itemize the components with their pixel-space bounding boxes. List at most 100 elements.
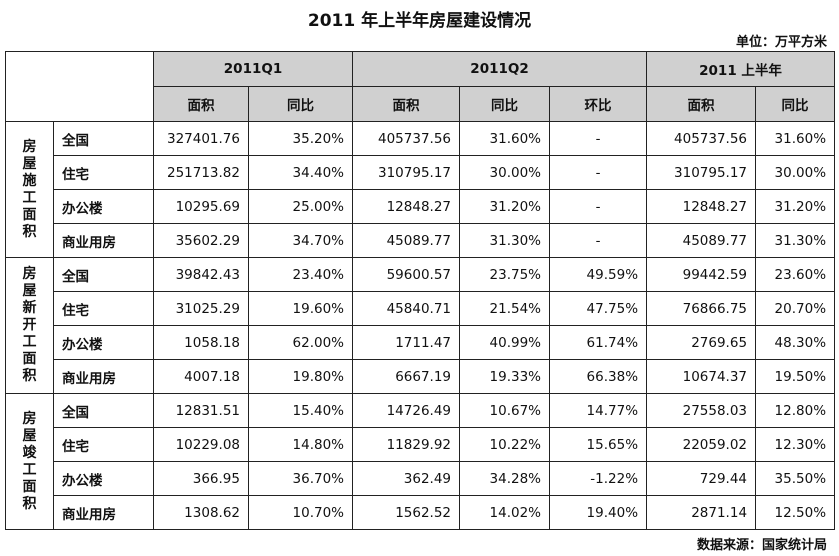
- cell-q1-area: 10229.08: [153, 427, 249, 462]
- cell-h1-yoy: 48.30%: [755, 325, 836, 360]
- header-h1-area: 面积: [646, 86, 757, 122]
- cell-q2-area: 45089.77: [352, 223, 461, 258]
- cell-q2-yoy: 23.75%: [459, 257, 551, 292]
- group-label-char: 工: [22, 189, 37, 206]
- cell-q1-yoy: 36.70%: [247, 461, 354, 496]
- cell-h1-area: 99442.59: [646, 257, 757, 292]
- cell-q2-area: 59600.57: [352, 257, 461, 292]
- cell-q1-area: 35602.29: [153, 223, 249, 258]
- cell-q1-area: 327401.76: [153, 121, 249, 156]
- cell-q1-area: 251713.82: [153, 155, 249, 190]
- cell-q2-yoy: 14.02%: [459, 495, 551, 530]
- group-label-char: 开: [22, 317, 37, 333]
- category-cell: 全国: [53, 257, 154, 292]
- header-q2-qoq: 环比: [549, 86, 648, 122]
- group-label-char: 新: [22, 300, 37, 316]
- cell-q1-area: 12831.51: [153, 393, 249, 428]
- table-row: 房屋竣工面积全国 12831.51 15.40% 14726.49 10.67% 14.7…: [5, 393, 836, 530]
- cell-h1-area: 2871.14: [646, 495, 757, 530]
- header-corner: [5, 51, 154, 122]
- cell-h1-yoy: 12.80%: [755, 393, 836, 428]
- cell-q2-area: 362.49: [352, 461, 461, 496]
- category-cell: 办公楼: [53, 461, 154, 496]
- cell-q1-area: 31025.29: [153, 291, 249, 326]
- cell-q2-qoq: 66.38%: [549, 359, 648, 394]
- cell-q2-qoq: -: [549, 155, 648, 190]
- table-row: 住宅 10229.08 14.80% 11829.92 10.22% 15.65% 2205…: [6, 427, 836, 462]
- cell-q1-yoy: 35.20%: [247, 121, 354, 156]
- category-cell: 全国: [53, 121, 154, 156]
- group-label-char: 工: [22, 334, 37, 350]
- cell-q2-qoq: -: [549, 223, 648, 258]
- category-cell: 住宅: [53, 291, 154, 326]
- cell-q2-yoy: 40.99%: [459, 325, 551, 360]
- group-label-char: 工: [22, 461, 37, 478]
- table-row: 商业用房 35602.29 34.70% 45089.77 31.30% -45089.7…: [6, 223, 836, 258]
- cell-q2-qoq: 49.59%: [549, 257, 648, 292]
- cell-h1-yoy: 30.00%: [755, 155, 836, 190]
- header-period-q1: 2011Q1: [152, 51, 354, 87]
- table-row: 办公楼 1058.18 62.00% 1711.47 40.99% 61.74% 2769.…: [6, 325, 836, 360]
- cell-q2-area: 6667.19: [352, 359, 461, 394]
- header-q1-yoy: 同比: [247, 86, 354, 122]
- group-label: 房屋竣工面积: [5, 393, 54, 530]
- cell-q2-yoy: 10.22%: [459, 427, 551, 462]
- cell-q1-area: 1308.62: [153, 495, 249, 530]
- cell-h1-area: 10674.37: [646, 359, 757, 394]
- cell-q1-yoy: 62.00%: [247, 325, 354, 360]
- cell-h1-yoy: 12.50%: [755, 495, 836, 530]
- category-cell: 商业用房: [53, 495, 154, 530]
- group-label-char: 屋: [22, 427, 37, 444]
- table-row: 房屋新开工面积全国 39842.43 23.40% 59600.57 23.75% 49.…: [5, 257, 836, 394]
- header-period-q2: 2011Q2: [352, 51, 648, 87]
- cell-h1-yoy: 12.30%: [755, 427, 836, 462]
- category-cell: 住宅: [53, 427, 154, 462]
- category-cell: 商业用房: [53, 359, 154, 394]
- table-row: 商业用房 1308.62 10.70% 1562.52 14.02% 19.40% 2871…: [6, 495, 836, 530]
- header-period-h1: 2011 上半年: [646, 51, 836, 87]
- cell-q2-area: 45840.71: [352, 291, 461, 326]
- cell-q1-yoy: 15.40%: [247, 393, 354, 428]
- cell-q1-area: 4007.18: [153, 359, 249, 394]
- cell-h1-area: 2769.65: [646, 325, 757, 360]
- group-label-char: 施: [22, 172, 37, 189]
- group-label-char: 积: [22, 223, 37, 240]
- cell-h1-area: 12848.27: [646, 189, 757, 224]
- cell-h1-area: 729.44: [646, 461, 757, 496]
- group-label-char: 屋: [22, 155, 37, 172]
- data-source: 数据来源：国家统计局: [696, 538, 827, 553]
- cell-q1-yoy: 19.80%: [247, 359, 354, 394]
- category-cell: 住宅: [53, 155, 154, 190]
- cell-q2-yoy: 19.33%: [459, 359, 551, 394]
- cell-q1-area: 1058.18: [153, 325, 249, 360]
- housing-construction-table: 2011Q1 2011Q2 2011 上半年 面积 同比 面积 同比 环比 面积…: [5, 51, 836, 530]
- cell-h1-yoy: 31.30%: [755, 223, 836, 258]
- table-row: 住宅 251713.82 34.40% 310795.17 30.00% -310795.…: [6, 155, 836, 190]
- header-h1-yoy: 同比: [755, 86, 836, 122]
- group-label-char: 面: [22, 206, 37, 223]
- cell-q1-yoy: 23.40%: [247, 257, 354, 292]
- cell-q2-yoy: 31.20%: [459, 189, 551, 224]
- group-label-char: 面: [22, 351, 37, 367]
- table-row: 住宅 31025.29 19.60% 45840.71 21.54% 47.75% 7686…: [6, 291, 836, 326]
- unit-label: 单位：万平方米: [735, 35, 827, 50]
- cell-q1-area: 10295.69: [153, 189, 249, 224]
- cell-q2-area: 11829.92: [352, 427, 461, 462]
- cell-q2-area: 1562.52: [352, 495, 461, 530]
- category-cell: 商业用房: [53, 223, 154, 258]
- table-row: 商业用房 4007.18 19.80% 6667.19 19.33% 66.38% 1067…: [6, 359, 836, 394]
- cell-h1-area: 45089.77: [646, 223, 757, 258]
- group-label-char: 房: [22, 266, 37, 282]
- cell-q2-yoy: 31.60%: [459, 121, 551, 156]
- cell-h1-area: 310795.17: [646, 155, 757, 190]
- table-row: 办公楼 366.95 36.70% 362.49 34.28% -1.22% 729.44 3…: [6, 461, 836, 496]
- cell-h1-area: 76866.75: [646, 291, 757, 326]
- group-label-char: 房: [22, 138, 37, 155]
- cell-h1-area: 27558.03: [646, 393, 757, 428]
- cell-q1-area: 39842.43: [153, 257, 249, 292]
- group-label-char: 竣: [22, 444, 37, 461]
- group-label: 房屋新开工面积: [5, 257, 54, 394]
- cell-q1-yoy: 10.70%: [247, 495, 354, 530]
- cell-h1-yoy: 20.70%: [755, 291, 836, 326]
- cell-q2-qoq: 47.75%: [549, 291, 648, 326]
